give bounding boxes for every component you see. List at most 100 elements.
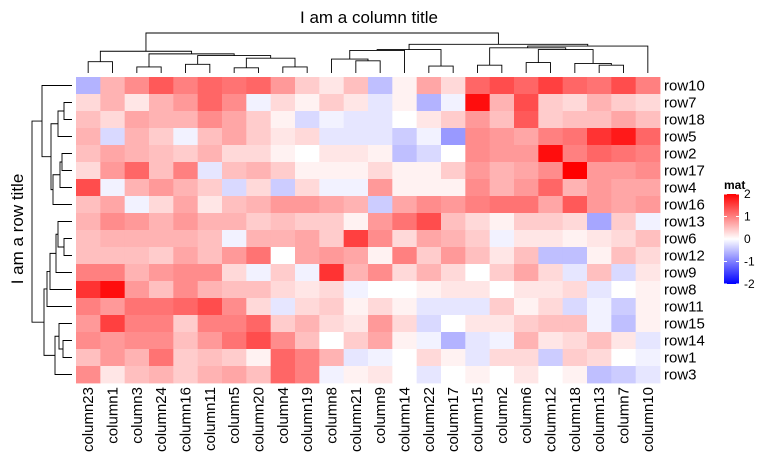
heatmap-cell [635,281,661,299]
heatmap-cell [587,349,612,367]
heatmap-cell [319,162,345,180]
heatmap-cell [270,213,296,231]
heatmap-cell [270,332,296,350]
heatmap-cell [270,145,296,163]
heatmap-cell [149,332,174,350]
dendrogram-branch [185,63,211,73]
heatmap-cell [100,213,126,231]
heatmap-cell [635,230,661,248]
heatmap-cell [149,349,174,367]
heatmap-cell [441,94,466,112]
row-label: row5 [664,129,697,146]
heatmap-cell [392,111,418,129]
heatmap-cell [343,247,369,265]
heatmap-cell [76,349,101,367]
heatmap-cell [368,281,393,299]
heatmap-cell [270,298,296,316]
heatmap-cell [562,230,588,248]
heatmap-cell [222,162,247,180]
heatmap-cell [489,213,515,231]
heatmap-cell [562,332,588,350]
heatmap-cell [635,128,661,146]
heatmap-cell [441,298,466,316]
column-label: column17 [445,387,462,452]
heatmap-cell [295,315,320,333]
heatmap-cell [514,298,539,316]
column-dendrogram [87,32,649,73]
heatmap-cell [635,213,661,231]
heatmap-cell [635,162,661,180]
heatmap-cell [173,162,199,180]
heatmap-cell [635,315,661,333]
heatmap-cell [343,315,369,333]
heatmap-cell [222,196,247,214]
heatmap-cell [173,315,199,333]
heatmap-cell [100,281,126,299]
heatmap-cell [197,298,223,316]
heatmap-cell [368,349,393,367]
heatmap-cell [635,366,661,384]
heatmap-cell [489,128,515,146]
heatmap-cell [587,128,612,146]
heatmap-cell [149,264,174,282]
heatmap-cell [319,366,345,384]
heatmap-cell [611,162,637,180]
dendrogram-branch [99,50,193,62]
heatmap-cell [538,366,564,384]
heatmap-cell [76,77,101,95]
heatmap-cell [611,349,637,367]
heatmap-cell [270,247,296,265]
heatmap-cell [124,145,150,163]
heatmap-cell [368,298,393,316]
heatmap-cell [124,366,150,384]
heatmap-cell [587,145,612,163]
heatmap-cell [465,213,491,231]
heatmap-cell [562,315,588,333]
heatmap-cell [368,179,393,197]
heatmap-cell [392,332,418,350]
heatmap-cell [489,247,515,265]
dendrogram-branch [355,60,381,73]
dendrogram-branch [50,123,58,191]
heatmap-cell [538,77,564,95]
heatmap-cell [538,179,564,197]
heatmap-cell [587,332,612,350]
heatmap-cell [222,315,247,333]
heatmap-cell [587,247,612,265]
row-label: row10 [664,78,705,95]
dendrogram-branch [197,55,272,65]
heatmap-cell [562,128,588,146]
column-label: column4 [275,387,292,444]
heatmap-cell [295,349,320,367]
heatmap-cell [538,315,564,333]
heatmap-cell [514,111,539,129]
heatmap-cell [416,145,442,163]
column-label: column3 [129,387,146,444]
heatmap-cell [295,264,320,282]
column-label: column20 [251,387,268,452]
heatmap-cell [222,264,247,282]
heatmap-cell [514,332,539,350]
heatmap-cell [319,111,345,129]
heatmap-cell [76,128,101,146]
row-label: row4 [664,180,697,197]
heatmap-cell [635,145,661,163]
heatmap-cell [222,94,247,112]
legend-colorbar [724,194,739,284]
heatmap-cell [173,128,199,146]
heatmap-cell [100,145,126,163]
heatmap-cell [124,111,150,129]
heatmap-cell [124,128,150,146]
heatmap-cell [319,230,345,248]
legend-tick-label: 1 [744,210,751,224]
heatmap-cell [222,111,247,129]
heatmap-cell [562,179,588,197]
heatmap-cell [416,179,442,197]
dendrogram-branch [598,64,624,73]
heatmap-cell [246,128,272,146]
heatmap-cell [173,298,199,316]
heatmap-cell [319,264,345,282]
heatmap-cell [514,179,539,197]
heatmap-cell [465,298,491,316]
heatmap-cell [416,366,442,384]
